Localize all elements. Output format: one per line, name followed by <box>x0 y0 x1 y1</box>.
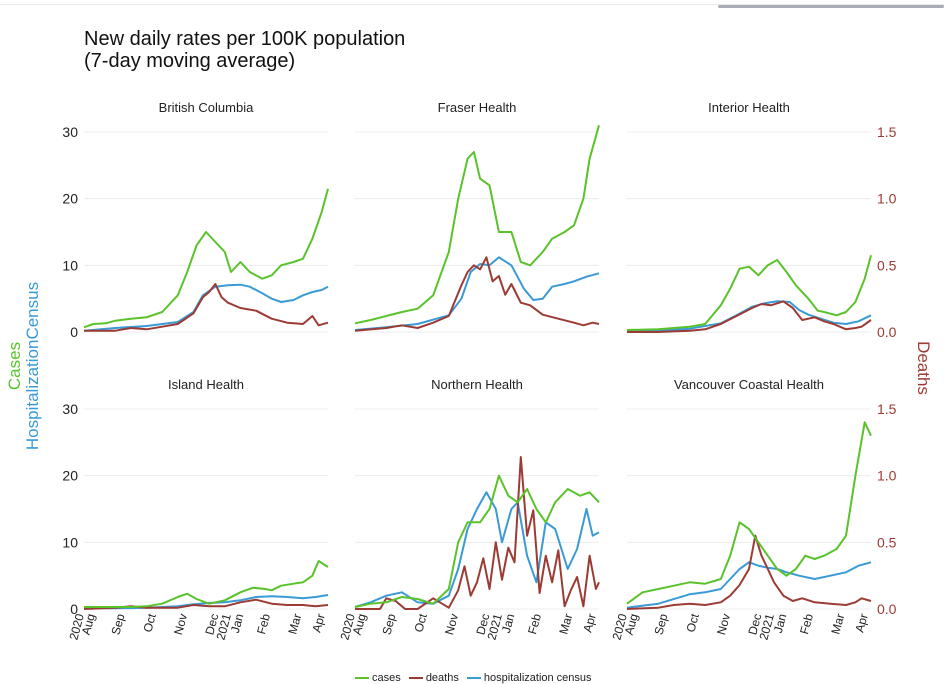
x-tick-label: Mar <box>556 612 575 636</box>
x-tick-label: Jan <box>228 612 247 634</box>
panel-title: Island Health <box>168 377 244 392</box>
x-tick-label: Nov <box>714 612 733 636</box>
x-tick-label: 2020 <box>609 612 630 642</box>
x-tick-label: 2020 <box>337 612 358 642</box>
right-tick-label: 0.0 <box>877 324 897 340</box>
series-hospitalization-line <box>354 256 600 331</box>
x-tick-label: 2020 <box>66 612 87 642</box>
x-tick-label: Nov <box>442 612 461 636</box>
left-tick-label: 10 <box>62 534 78 550</box>
panel-interior-health: Interior Health 0.0 0.5 1.0 1.5 <box>626 100 897 340</box>
series-deaths-line <box>626 534 872 610</box>
axis-label-cases: Cases <box>5 342 24 390</box>
panel-title: Interior Health <box>708 100 790 115</box>
x-tick-label: Dec <box>202 612 221 636</box>
right-axis-label: Deaths <box>914 341 933 395</box>
window-top-border <box>0 4 944 5</box>
title-line-2: (7-day moving average) <box>84 50 296 72</box>
right-tick-label: 0.0 <box>877 601 897 617</box>
left-tick-label: 20 <box>62 468 78 484</box>
x-tick-label: Sep <box>109 612 128 637</box>
x-tick-label: Apr <box>309 612 327 634</box>
legend-swatch-hospitalization <box>466 677 481 680</box>
series-deaths-line <box>355 456 600 610</box>
series-deaths-line <box>627 300 872 333</box>
left-tick-label: 30 <box>62 401 78 417</box>
x-tick-label: Aug <box>350 612 369 636</box>
x-tick-label: 2021 <box>213 612 234 642</box>
left-tick-label: 10 <box>62 257 78 273</box>
x-tick-label: Oct <box>411 612 430 634</box>
panel-title: Vancouver Coastal Health <box>674 377 824 392</box>
left-axis-label: CasesHospitalizationCensus <box>5 282 42 450</box>
left-tick-label: 0 <box>70 324 78 340</box>
x-tick-label: Mar <box>285 612 304 636</box>
x-tick-label: Jan <box>499 612 518 634</box>
legend-label-deaths: deaths <box>425 672 459 684</box>
series-hospitalization-line <box>354 491 600 608</box>
x-tick-label: Sep <box>380 612 399 637</box>
legend: cases deaths hospitalization census <box>350 672 592 684</box>
series-cases-line <box>83 188 329 329</box>
x-tick-label: Mar <box>828 612 847 636</box>
legend-label-cases: cases <box>372 672 401 684</box>
legend-swatch-deaths <box>408 677 423 680</box>
x-tick-label: Dec <box>745 612 764 636</box>
right-tick-label: 1.5 <box>877 124 897 140</box>
series-hospitalization-line <box>626 300 872 333</box>
panel-vancouver-coastal-health: Vancouver Coastal Health 0.0 0.5 1.0 1.5 2020… <box>609 377 896 642</box>
x-tick-label: Feb <box>797 612 816 636</box>
legend-swatch-cases <box>355 677 369 680</box>
series-cases-line <box>626 255 872 331</box>
series-cases-line <box>626 421 872 605</box>
x-tick-label: Feb <box>525 612 544 636</box>
panel-title: Northern Health <box>431 377 523 392</box>
x-tick-label: Sep <box>652 612 671 637</box>
x-tick-label: Feb <box>254 612 273 636</box>
x-tick-label: 2021 <box>484 612 505 642</box>
scroll-indicator <box>718 5 944 8</box>
series-cases-line <box>354 125 600 325</box>
x-tick-label: Apr <box>580 612 598 634</box>
axis-label-census: Census <box>23 282 42 340</box>
title-line-1: New daily rates per 100K population <box>84 28 406 50</box>
left-tick-label: 30 <box>62 124 78 140</box>
x-tick-label: 2021 <box>756 612 777 642</box>
panel-british-columbia: British Columbia 0 10 20 30 <box>62 100 329 340</box>
series-hospitalization-line <box>626 561 872 609</box>
right-tick-label: 1.5 <box>877 401 897 417</box>
axis-label-hospitalization: Hospitalization <box>23 340 42 451</box>
chart-title: New daily rates per 100K population (7-d… <box>84 28 405 72</box>
x-tick-label: Nov <box>171 612 190 636</box>
x-tick-label: Oct <box>683 612 702 634</box>
right-tick-label: 0.5 <box>877 534 897 550</box>
panel-title: British Columbia <box>159 100 254 115</box>
panel-title: Fraser Health <box>438 100 517 115</box>
right-tick-label: 0.5 <box>877 257 897 273</box>
series-deaths-line <box>84 283 329 332</box>
x-tick-label: Apr <box>852 612 870 634</box>
series-cases-line <box>354 474 600 608</box>
right-tick-label: 1.0 <box>877 468 897 484</box>
series-cases-line <box>84 560 329 608</box>
left-tick-label: 20 <box>62 191 78 207</box>
x-tick-label: Oct <box>140 612 159 634</box>
panel-fraser-health: Fraser Health <box>354 100 600 333</box>
x-tick-label: Jan <box>771 612 790 634</box>
series-deaths-line <box>354 256 600 332</box>
left-tick-label: 0 <box>70 601 78 617</box>
x-tick-label: Aug <box>622 612 641 636</box>
legend-label-hospitalization: hospitalization census <box>483 672 592 684</box>
x-tick-label: Aug <box>79 612 98 636</box>
x-tick-label: Dec <box>473 612 492 636</box>
series-hospitalization-line <box>83 283 329 332</box>
right-tick-label: 1.0 <box>877 191 897 207</box>
